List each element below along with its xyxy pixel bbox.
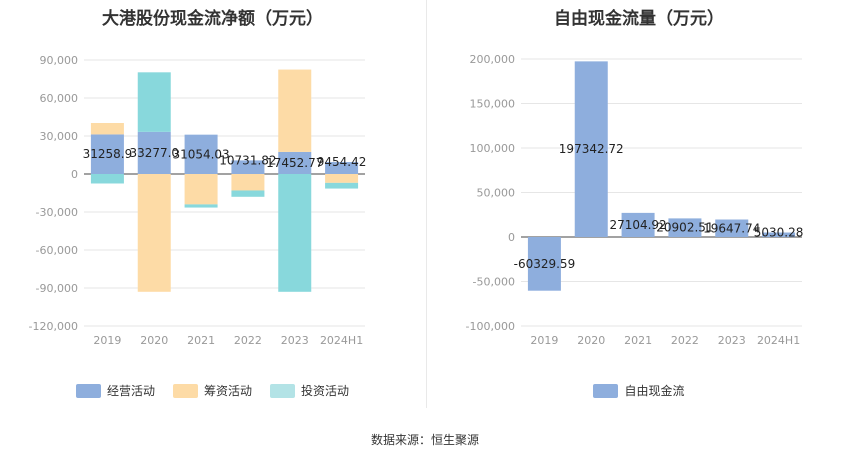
right-bar-1 <box>621 212 655 237</box>
right-bar-1 <box>574 61 608 238</box>
left-ytick-label: 30,000 <box>40 130 79 143</box>
right-bar-1 <box>527 237 561 291</box>
legend-label-financing: 筹资活动 <box>203 384 252 398</box>
left-xtick-label: 2019 <box>93 334 121 347</box>
legend-item-operating[interactable]: 经营活动 <box>75 382 155 399</box>
left-data-label: 31258.9 <box>83 147 133 161</box>
left-legend: 经营活动 筹资活动 投资活动 <box>0 382 425 399</box>
left-data-label: 31054.03 <box>172 147 229 161</box>
right-data-label: 27104.92 <box>609 218 666 232</box>
right-ytick-label: 50,000 <box>477 187 516 200</box>
right-xtick-label: 2024H1 <box>757 334 800 347</box>
right-ytick-label: 150,000 <box>470 98 516 111</box>
left-bar-1 <box>325 162 359 174</box>
legend-swatch-financing <box>172 383 198 398</box>
right-bar-1 <box>668 218 702 237</box>
left-xtick-label: 2024H1 <box>320 334 363 347</box>
legend-item-investing[interactable]: 投资活动 <box>270 382 349 399</box>
legend-label-investing: 投资活动 <box>301 384 350 398</box>
left-ytick-label: -60,000 <box>36 244 78 257</box>
right-xtick-label: 2022 <box>671 334 699 347</box>
left-bar-2 <box>137 174 171 292</box>
left-bar-1 <box>90 134 124 174</box>
right-data-label: -60329.59 <box>514 257 576 271</box>
legend-swatch-investing <box>270 383 295 398</box>
left-bar-2 <box>90 123 124 135</box>
legend-item-financing[interactable]: 筹资活动 <box>172 382 252 399</box>
right-data-label: 5030.28 <box>754 226 804 240</box>
right-ytick-label: -50,000 <box>473 276 515 289</box>
left-xtick-label: 2022 <box>234 334 262 347</box>
left-ytick-label: 60,000 <box>40 92 79 105</box>
left-bar-2 <box>231 174 265 191</box>
legend-label-operating: 经营活动 <box>106 384 155 398</box>
left-data-label: 10731.82 <box>219 153 276 167</box>
left-xtick-label: 2020 <box>140 334 168 347</box>
left-ytick-label: 90,000 <box>40 54 79 67</box>
right-legend: 自由现金流 <box>428 382 850 399</box>
left-bar-1 <box>278 151 312 174</box>
right-data-label: 20902.51 <box>656 221 713 235</box>
left-bar-3 <box>231 190 265 197</box>
right-ytick-label: -100,000 <box>466 320 515 333</box>
right-bar-1 <box>762 232 796 237</box>
left-bar-3 <box>137 72 171 132</box>
left-ytick-label: -120,000 <box>29 320 78 333</box>
left-bar-1 <box>231 160 265 174</box>
left-ytick-label: 0 <box>71 168 78 181</box>
legend-swatch-operating <box>75 383 101 398</box>
left-ytick-label: -30,000 <box>36 206 78 219</box>
left-bar-1 <box>184 134 218 174</box>
right-xtick-label: 2023 <box>718 334 746 347</box>
right-data-label: 19647.74 <box>703 221 760 235</box>
left-data-label: 17452.77 <box>266 156 323 170</box>
left-xtick-label: 2023 <box>281 334 309 347</box>
panel-divider <box>426 0 427 408</box>
right-ytick-label: 200,000 <box>470 53 516 66</box>
left-bar-2 <box>278 69 312 152</box>
left-data-label: 9454.42 <box>317 155 367 169</box>
left-chart-plot: 90,000 60,000 30,000 0 -30,000 -60,000 -90,000… <box>29 54 367 347</box>
left-data-label: 33277.0 <box>129 146 179 160</box>
left-bar-1 <box>137 131 171 174</box>
left-ytick-label: -90,000 <box>36 282 78 295</box>
right-chart-panel: 自由现金流量（万元） 200,000 150,000 100,000 50,000 0 -… <box>428 0 850 410</box>
right-xtick-label: 2021 <box>624 334 652 347</box>
left-bar-3 <box>184 204 218 208</box>
right-ytick-label: 0 <box>508 231 515 244</box>
right-bar-1 <box>715 219 749 237</box>
right-data-label: 197342.72 <box>559 142 624 156</box>
left-chart-title: 大港股份现金流净额（万元） <box>102 9 323 29</box>
right-xtick-label: 2019 <box>530 334 558 347</box>
right-ytick-label: 100,000 <box>470 142 516 155</box>
left-bar-3 <box>278 174 312 292</box>
left-bar-2 <box>325 174 359 183</box>
left-chart-panel: 大港股份现金流净额（万元） 90,000 60,000 30,000 0 -30,000… <box>0 0 425 410</box>
right-chart-plot: 200,000 150,000 100,000 50,000 0 -50,000 -100,… <box>466 53 804 347</box>
data-source-note: 数据来源：恒生聚源 <box>370 433 479 447</box>
right-chart-title: 自由现金流量（万元） <box>554 9 724 29</box>
right-xtick-label: 2020 <box>577 334 605 347</box>
legend-item-free-cash-flow[interactable]: 自由现金流 <box>593 382 685 399</box>
left-bar-3 <box>90 174 124 184</box>
left-bar-2 <box>184 174 218 205</box>
left-bar-3 <box>325 182 359 189</box>
left-xtick-label: 2021 <box>187 334 215 347</box>
legend-label-free-cash-flow: 自由现金流 <box>624 384 685 398</box>
legend-swatch-free-cash-flow <box>593 383 619 398</box>
